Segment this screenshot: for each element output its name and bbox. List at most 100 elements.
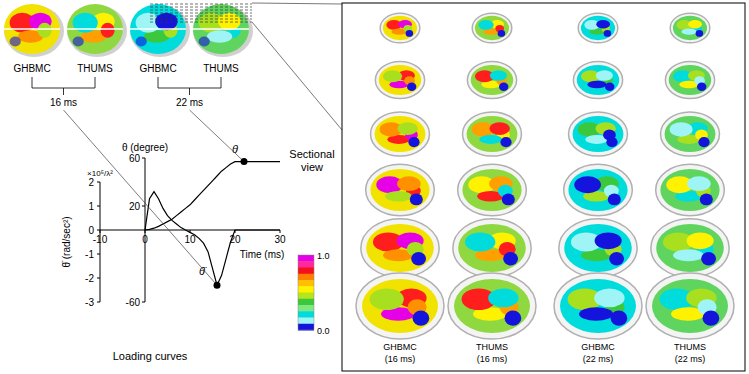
y-tick-label: -3 — [85, 297, 94, 308]
brain-base — [366, 224, 434, 272]
brain-patches — [666, 176, 713, 205]
strain-patch — [673, 249, 703, 261]
midline — [193, 28, 249, 30]
section-plane — [150, 13, 252, 14]
strain-patch — [10, 37, 21, 47]
brain-patches — [663, 232, 716, 265]
brain-shadow — [4, 5, 64, 57]
brain-base — [375, 116, 426, 152]
strain-patch — [611, 311, 628, 326]
time-label: (22 ms) — [583, 354, 614, 364]
brain-base — [475, 16, 509, 40]
annotation-point — [214, 282, 221, 289]
brain-base — [370, 169, 429, 211]
sections: GHBMC(16 ms)THUMS(16 ms)GHBMC(22 ms)THUM… — [356, 13, 734, 364]
strain-patch — [700, 194, 713, 206]
strain-patch — [465, 232, 495, 251]
series-line — [145, 162, 280, 230]
annotation-line — [64, 110, 218, 285]
brain-patches — [584, 20, 611, 37]
strain-patch — [413, 311, 430, 326]
strain-patch — [609, 252, 624, 265]
y-tick-label: 0 — [88, 225, 94, 236]
y2-tick-label: -60 — [126, 297, 141, 308]
connector — [252, 3, 342, 4]
section-title-line: view — [301, 161, 323, 173]
chart-title: Loading curves — [113, 350, 188, 362]
brain-base — [577, 65, 620, 95]
y2-tick — [142, 206, 145, 207]
y-tick — [97, 182, 100, 183]
brain-base — [193, 4, 249, 54]
midline — [67, 28, 123, 30]
colorbar-swatch — [298, 305, 314, 312]
skull-outline — [375, 62, 424, 99]
skull-outline — [467, 62, 516, 99]
figure: GHBMCTHUMSGHBMCTHUMS-100102030Time (ms)-… — [0, 0, 749, 374]
colorbar-label: 1.0 — [317, 251, 330, 261]
strain-patch — [207, 30, 232, 43]
skull-outline — [361, 219, 439, 278]
colorbar-swatch — [298, 274, 314, 281]
strain-patch — [502, 194, 515, 206]
strain-patch — [479, 135, 502, 144]
annotation: 22 ms — [176, 97, 203, 108]
skull-outline — [646, 273, 734, 339]
brain-base — [669, 65, 712, 95]
brain-patches — [373, 232, 426, 265]
colorbar-label: 0.0 — [317, 326, 330, 336]
skull-outline — [578, 13, 618, 43]
model-label: GHBMC — [581, 342, 615, 352]
section-plane — [150, 7, 252, 8]
strain-patch — [478, 20, 493, 30]
model-label: GHBMC — [383, 342, 417, 352]
strain-patch — [681, 29, 696, 35]
strain-patch — [38, 23, 52, 38]
y-tick-label: 2 — [88, 177, 94, 188]
strain-patch — [605, 83, 614, 91]
brain-base — [568, 169, 627, 211]
strain-patch — [687, 176, 711, 191]
section-planes — [150, 4, 252, 22]
colorbar-swatch — [298, 293, 314, 300]
page: {"chart_data": { "type": "line", "title"… — [0, 0, 749, 374]
strain-patch — [606, 137, 617, 147]
brain-patches — [465, 232, 518, 265]
strain-patch — [596, 20, 610, 29]
strain-patch — [703, 311, 720, 326]
brain-base — [383, 16, 417, 40]
strain-patch — [498, 30, 506, 37]
strain-patch — [489, 122, 509, 135]
y2-tick-label: 60 — [129, 153, 141, 164]
brain-patches — [676, 20, 703, 37]
skull-outline — [665, 62, 714, 99]
brain-patches — [475, 70, 508, 91]
strain-patch — [397, 122, 417, 135]
brain-base — [379, 65, 422, 95]
strain-patch — [687, 232, 714, 249]
strain-patch — [385, 191, 412, 202]
connector — [252, 22, 342, 130]
strain-patch — [406, 30, 414, 37]
brain-patches — [574, 176, 621, 205]
brain-patches — [380, 122, 420, 147]
brain-base — [656, 224, 724, 272]
section-title: Sectionalview — [289, 148, 334, 173]
section-panel — [342, 3, 745, 371]
brain-patches — [478, 20, 505, 37]
y-tick — [97, 254, 100, 255]
skull-outline — [458, 164, 527, 215]
brain-patches — [571, 232, 624, 265]
brain-base — [67, 4, 123, 54]
brain-patches — [468, 176, 515, 205]
strain-patch — [503, 252, 518, 265]
skull-outline — [656, 164, 725, 215]
y2-tick-label: 20 — [129, 201, 141, 212]
skull-outline — [554, 273, 642, 339]
y-tick — [97, 206, 100, 207]
strain-patch — [499, 83, 508, 91]
brain-shadow — [67, 5, 127, 57]
strain-patch — [688, 20, 702, 29]
y-tick — [97, 230, 100, 231]
colorbar-swatch — [298, 261, 314, 268]
